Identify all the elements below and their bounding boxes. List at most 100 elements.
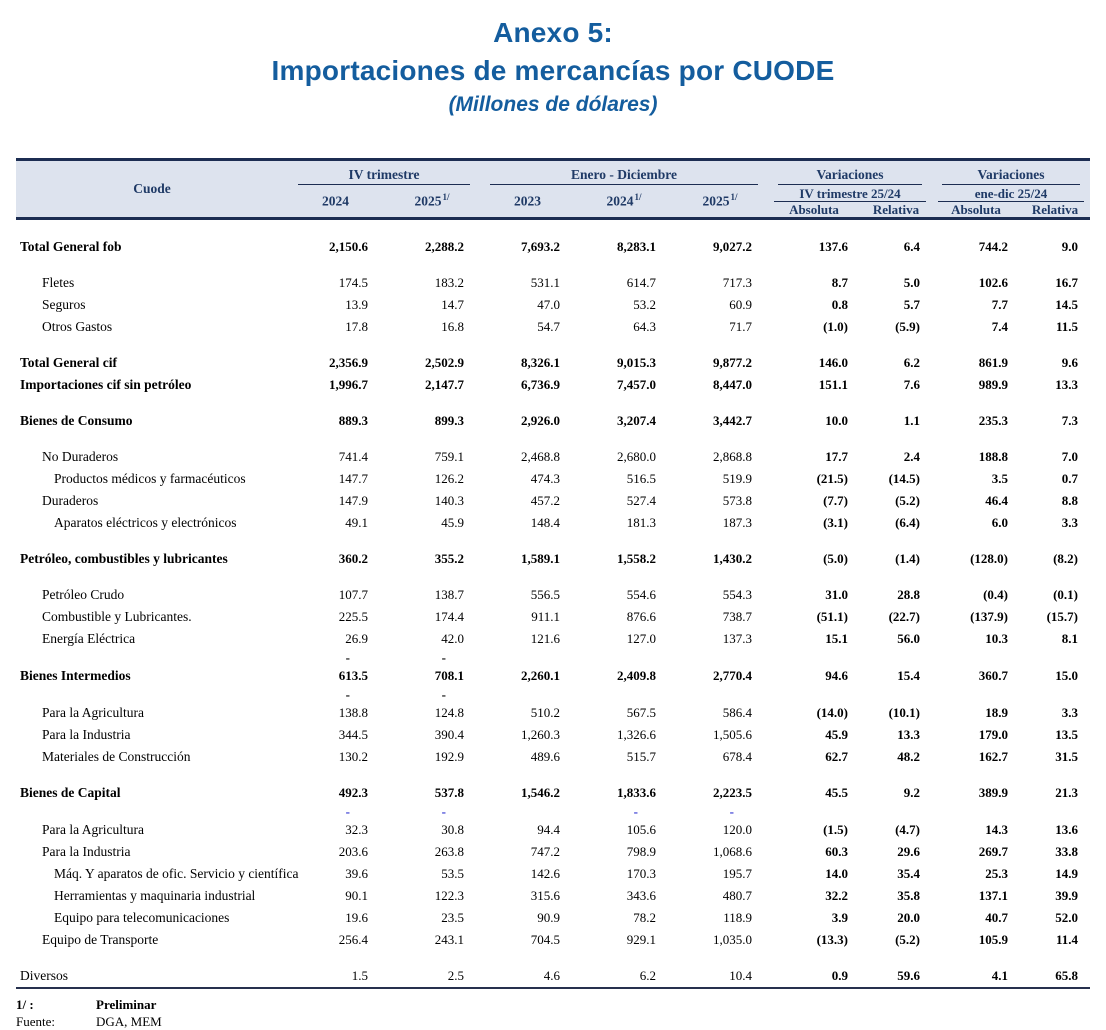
value-cell: 1,589.1 [521, 551, 560, 566]
value-cell: 105.9 [978, 932, 1008, 947]
value-cell: 18.9 [985, 705, 1008, 720]
group-cols: Absoluta Relativa [768, 202, 932, 218]
value-cell: 181.3 [626, 515, 656, 530]
value-cell: 798.9 [626, 844, 656, 859]
table-row: Petróleo Crudo 107.7 138.7 556.5 554.6 554.3 3… [16, 584, 1090, 606]
value-cell: 147.9 [338, 493, 368, 508]
value-cell: 170.3 [626, 866, 656, 881]
row-label: Para la Agricultura [42, 705, 144, 720]
dash-row: -- [16, 687, 1090, 702]
value-cell: 10.0 [825, 413, 848, 428]
value-cell: 21.3 [1055, 785, 1078, 800]
value-cell: 9,015.3 [617, 355, 656, 370]
annex-page: Anexo 5: Importaciones de mercancías por… [16, 17, 1090, 1029]
table-row: Equipo para telecomunicaciones 19.6 23.5 90… [16, 907, 1090, 929]
value-cell: 4.6 [543, 968, 560, 983]
value-cell: 30.8 [441, 822, 464, 837]
value-cell: 59.6 [897, 968, 920, 983]
value-cell: 519.9 [722, 471, 752, 486]
row-label: Equipo para telecomunicaciones [54, 910, 230, 925]
table-row: Para la Agricultura 32.3 30.8 94.4 105.6 120.… [16, 819, 1090, 841]
value-cell: 235.3 [978, 413, 1008, 428]
value-cell: (3.1) [823, 515, 848, 530]
value-cell: 20.0 [897, 910, 920, 925]
cuode-table: Cuode IV trimestre 2024 20251/ Enero - D… [16, 158, 1090, 989]
value-cell: 13.3 [897, 727, 920, 742]
row-label: Máq. Y aparatos de ofic. Servicio y cien… [54, 866, 299, 881]
value-cell: 2,468.8 [521, 449, 560, 464]
value-cell: 2,223.5 [713, 785, 752, 800]
value-cell: (14.0) [816, 705, 848, 720]
value-cell: 256.4 [338, 932, 368, 947]
row-label: Para la Industria [42, 844, 131, 859]
value-cell: 174.4 [434, 609, 464, 624]
value-cell: 7.7 [991, 297, 1008, 312]
value-cell: 14.9 [1055, 866, 1078, 881]
row-label: Bienes de Consumo [20, 413, 133, 428]
row-label: Combustible y Lubricantes. [42, 609, 192, 624]
value-cell: 13.5 [1055, 727, 1078, 742]
value-cell: 9.0 [1061, 239, 1078, 254]
table-body: Total General fob 2,150.6 2,288.2 7,693.2 8,… [16, 220, 1090, 989]
spacer-row [16, 951, 1090, 965]
value-cell: 527.4 [626, 493, 656, 508]
value-cell: 1.1 [903, 413, 920, 428]
table-row: Otros Gastos 17.8 16.8 54.7 64.3 71.7 (1.0) (5.… [16, 316, 1090, 338]
spacer-row [16, 570, 1090, 584]
value-cell: 9.6 [1061, 355, 1078, 370]
value-cell: 6,736.9 [521, 377, 560, 392]
table-row: Total General fob 2,150.6 2,288.2 7,693.2 8,… [16, 236, 1090, 258]
value-cell: 107.7 [338, 587, 368, 602]
value-cell: 2,356.9 [329, 355, 368, 370]
value-cell: (1.4) [895, 551, 920, 566]
value-cell: 554.3 [722, 587, 752, 602]
value-cell: 52.0 [1055, 910, 1078, 925]
value-cell: 64.3 [633, 319, 656, 334]
value-cell: (137.9) [970, 609, 1008, 624]
value-cell: 2,770.4 [713, 668, 752, 683]
footnote-text: Preliminar [96, 997, 157, 1012]
value-cell: 1,035.0 [713, 932, 752, 947]
value-cell: 911.1 [531, 609, 560, 624]
value-cell: 861.9 [978, 355, 1008, 370]
value-cell: 45.9 [441, 515, 464, 530]
value-cell: 360.2 [338, 551, 368, 566]
value-cell: 137.6 [818, 239, 848, 254]
value-cell: 747.2 [530, 844, 560, 859]
value-cell: 39.6 [345, 866, 368, 881]
value-cell: 8,326.1 [521, 355, 560, 370]
row-label: Petróleo Crudo [42, 587, 125, 602]
source-line: Fuente: DGA, MEM [16, 1013, 1090, 1030]
value-cell: 457.2 [530, 493, 560, 508]
value-cell: 678.4 [722, 749, 752, 764]
value-cell: 1,068.6 [713, 844, 752, 859]
group-sublabel: ene-dic 25/24 [938, 185, 1084, 202]
value-cell: 120.0 [722, 822, 752, 837]
value-cell: 7,693.2 [521, 239, 560, 254]
year-label: 2024 [606, 193, 634, 209]
row-label: Duraderos [42, 493, 99, 508]
value-cell: - [441, 687, 446, 702]
value-cell: 516.5 [626, 471, 656, 486]
table-row: Máq. Y aparatos de ofic. Servicio y cien… [16, 863, 1090, 885]
table-row: Herramientas y maquinaria industrial 90.1… [16, 885, 1090, 907]
table-row: No Duraderos 741.4 759.1 2,468.8 2,680.0 2,86… [16, 446, 1090, 468]
value-cell: 989.9 [978, 377, 1008, 392]
value-cell: 4.1 [991, 968, 1008, 983]
value-cell: 2,288.2 [425, 239, 464, 254]
table-row: Productos médicos y farmacéuticos 147.7 12… [16, 468, 1090, 490]
value-cell: 1,505.6 [713, 727, 752, 742]
value-cell: 708.1 [434, 668, 464, 683]
value-cell: 10.3 [985, 631, 1008, 646]
year-label: 2025 [702, 193, 730, 209]
value-cell: 6.2 [903, 355, 920, 370]
value-cell: (8.2) [1053, 551, 1078, 566]
value-cell: 47.0 [537, 297, 560, 312]
value-cell: 1,546.2 [521, 785, 560, 800]
col-header-relativa: Relativa [872, 202, 920, 217]
value-cell: (1.5) [823, 822, 848, 837]
value-cell: 32.2 [825, 888, 848, 903]
value-cell: 355.2 [434, 551, 464, 566]
value-cell: 2,680.0 [617, 449, 656, 464]
value-cell: 53.5 [441, 866, 464, 881]
